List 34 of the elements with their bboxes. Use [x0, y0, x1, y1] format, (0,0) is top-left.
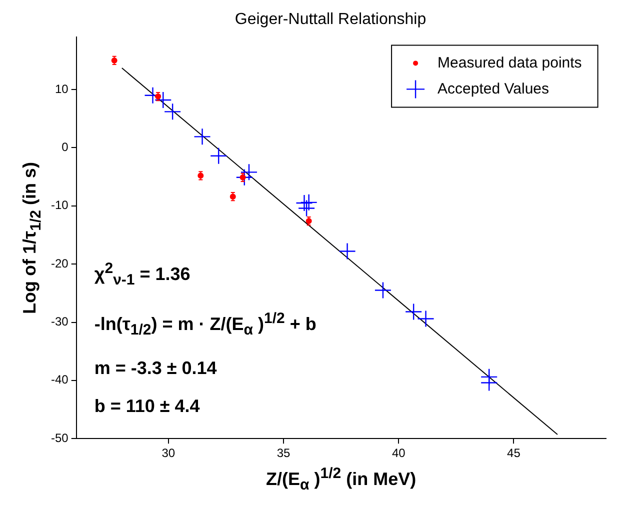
- point: [240, 164, 258, 181]
- point: [236, 168, 253, 186]
- point: [296, 194, 313, 212]
- y-tick-label: -30: [51, 314, 69, 329]
- y-tick-label: -40: [51, 372, 69, 387]
- point: [480, 374, 498, 392]
- y-tick-label: 0: [62, 140, 69, 154]
- point: [338, 242, 356, 260]
- x-axis-title: Z/(E$_{α}$ )$^{1/2}$ (in MeV): [265, 464, 418, 494]
- legend-label: Accepted Values: [438, 80, 550, 98]
- point: [374, 282, 392, 299]
- point: [164, 103, 182, 120]
- y-tick-label: -20: [51, 256, 69, 270]
- point: [300, 194, 318, 212]
- point: [417, 310, 434, 328]
- point: [210, 147, 228, 164]
- point: [404, 303, 422, 320]
- x-tick-label: 30: [162, 446, 176, 460]
- point: [298, 200, 316, 217]
- x-tick-label: 35: [276, 446, 291, 460]
- x-tick-label: 40: [392, 446, 406, 460]
- y-tick-label: -50: [51, 430, 69, 445]
- y-tick-label: -10: [51, 198, 69, 212]
- x-tick-label: 45: [507, 446, 521, 460]
- y-tick-label: 10: [54, 82, 69, 96]
- point: [194, 128, 211, 146]
- annotation: χ$^{2}$$_{ν-1}$ = 1.36: [94, 258, 192, 291]
- legend-label: Measured data points: [438, 54, 582, 72]
- annotation: b = 110 ± 4.4: [94, 395, 201, 418]
- annotation: m = -3.3 ± 0.14: [94, 357, 218, 380]
- point: [154, 91, 172, 109]
- chart-title: Geiger-Nuttall Relationship: [234, 11, 426, 28]
- point: [144, 86, 162, 104]
- annotation: -ln(τ$_{1/2}$) = m · Z/(E$_{α}$ )$^{1/2}$ + b: [94, 308, 316, 340]
